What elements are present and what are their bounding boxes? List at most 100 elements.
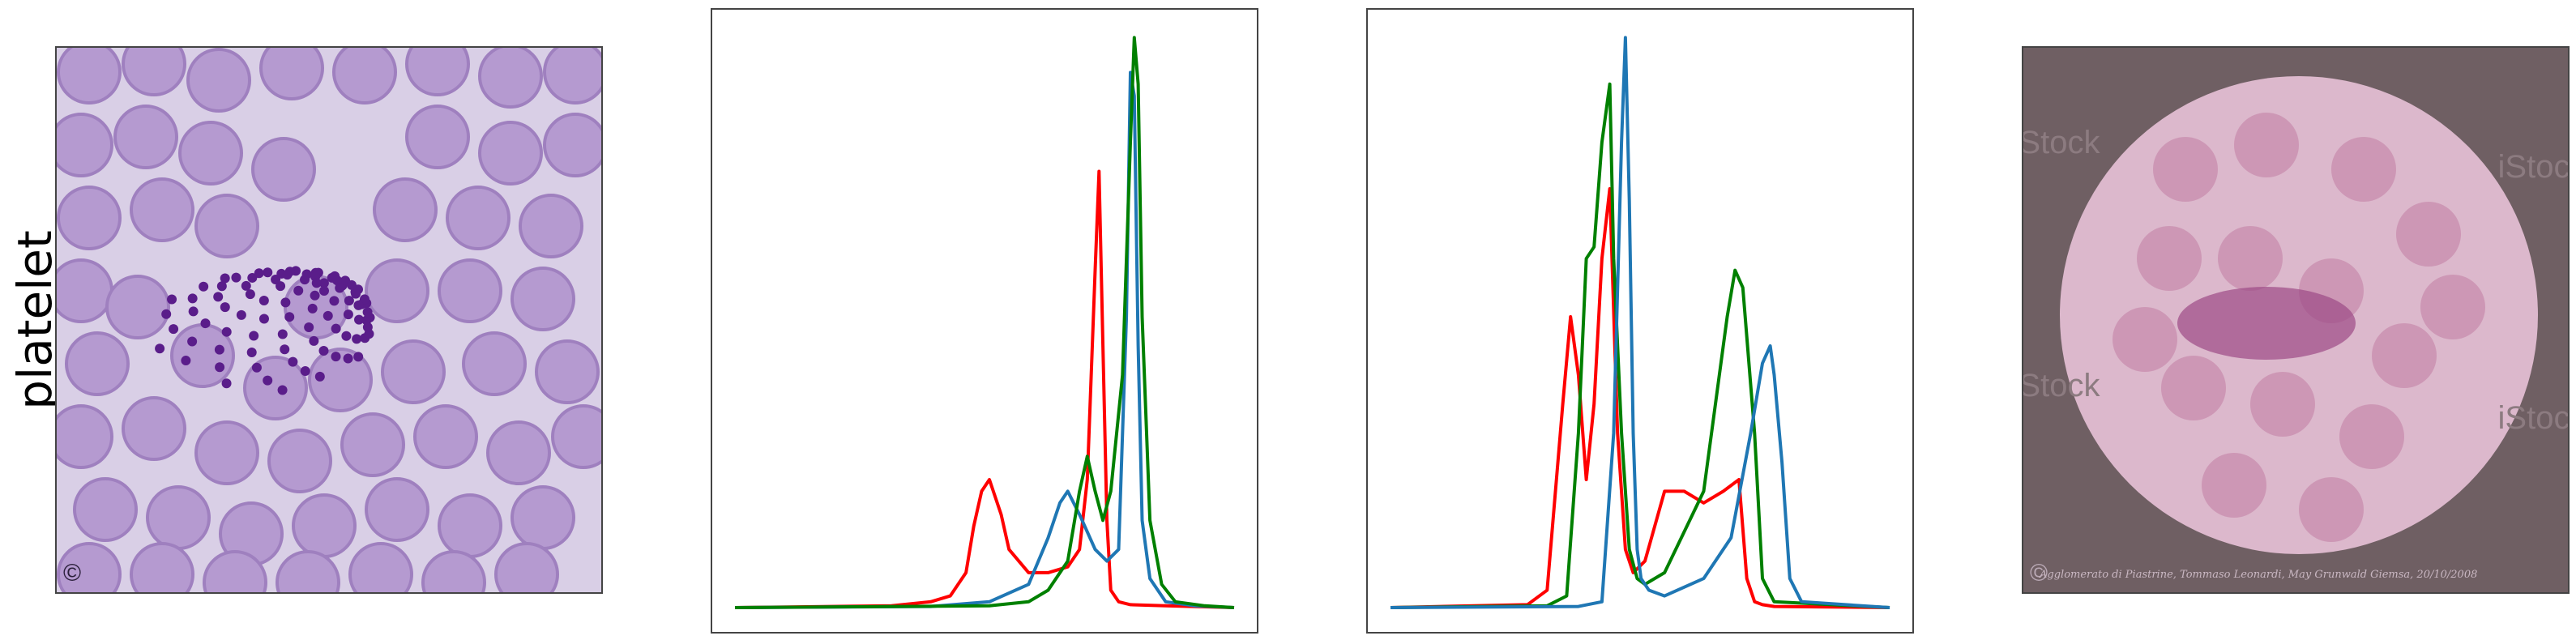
- red-cell: [340, 412, 405, 477]
- red-cell: [446, 186, 511, 250]
- platelet-granule: [314, 371, 325, 382]
- red-cell: [57, 186, 122, 250]
- red-cell: [348, 542, 413, 592]
- series-line-red: [1390, 187, 1890, 609]
- platelet-granule: [263, 375, 273, 386]
- red-cell: [178, 121, 243, 186]
- cell-blur: [2250, 372, 2315, 437]
- platelet-granule: [288, 356, 298, 367]
- platelet-granule: [318, 345, 329, 356]
- platelet-granule: [311, 278, 322, 288]
- series-line-green: [734, 36, 1235, 609]
- red-cell: [405, 48, 470, 96]
- histogram-2-plot: [1390, 36, 1890, 609]
- platelet-granule: [282, 270, 293, 280]
- red-cell: [511, 485, 575, 550]
- platelet-granule: [213, 292, 224, 302]
- red-cell: [130, 177, 194, 242]
- red-cell: [267, 429, 332, 493]
- red-cell: [203, 550, 267, 592]
- cell-blur: [2234, 113, 2299, 177]
- red-cell: [251, 137, 316, 202]
- red-cell: [113, 105, 178, 169]
- image-caption: Agglomerato di Piastrine, Tommaso Leonar…: [2040, 569, 2478, 581]
- histogram-chart-1: [711, 8, 1258, 634]
- platelet-granule: [277, 385, 288, 395]
- platelet-granule: [307, 303, 318, 314]
- red-cell: [478, 121, 543, 186]
- platelet-granule: [187, 336, 198, 347]
- red-cell: [194, 194, 259, 258]
- platelet-granule: [188, 306, 199, 317]
- cell-blur: [2396, 202, 2461, 267]
- red-cell: [65, 331, 130, 396]
- platelet-granule: [344, 296, 354, 306]
- platelet-granule: [221, 326, 232, 337]
- histogram-1-plot: [734, 36, 1235, 609]
- smear-drawing: [57, 48, 601, 592]
- platelet-granule: [215, 362, 225, 373]
- red-cell: [146, 485, 211, 550]
- platelet-granule: [304, 322, 314, 332]
- platelet-granule: [341, 331, 352, 341]
- red-cell: [57, 258, 113, 323]
- platelet-granule: [181, 356, 191, 366]
- platelet-granule: [284, 312, 295, 322]
- platelet-granule: [251, 362, 262, 373]
- red-cell: [421, 550, 486, 592]
- platelet-granule: [187, 293, 198, 304]
- platelet-granule: [309, 335, 319, 346]
- platelet-granule: [362, 322, 373, 332]
- red-cell: [413, 404, 478, 469]
- series-line-blue: [734, 70, 1235, 609]
- red-cell: [405, 105, 470, 169]
- platelet-granule: [258, 314, 269, 324]
- series-line-red: [734, 169, 1235, 609]
- red-cell: [365, 258, 429, 323]
- red-cell: [57, 542, 122, 592]
- red-cell: [543, 113, 601, 177]
- platelet-granule: [246, 348, 257, 358]
- platelet-granule: [220, 302, 230, 313]
- platelet-granule: [155, 343, 165, 354]
- series-line-blue: [1390, 36, 1890, 609]
- platelet-granule: [354, 314, 365, 325]
- platelet-granule: [362, 307, 373, 318]
- platelet-granule: [293, 285, 304, 296]
- platelet-granule: [332, 275, 343, 286]
- red-cell: [57, 113, 113, 177]
- platelet-granule: [352, 334, 362, 344]
- platelet-granule: [161, 309, 172, 319]
- platelet-granule: [351, 288, 361, 299]
- platelet-granule: [167, 294, 177, 305]
- cell-blur: [2218, 226, 2283, 291]
- platelet-granule: [241, 280, 251, 291]
- platelet-granule: [335, 283, 345, 293]
- red-cell: [243, 356, 308, 420]
- red-cell: [259, 48, 324, 100]
- red-cell: [438, 493, 502, 558]
- watermark-text: iStock: [2023, 125, 2100, 160]
- red-cell: [438, 258, 502, 323]
- red-cell: [308, 348, 373, 412]
- red-cell: [186, 48, 251, 113]
- platelet-granule: [220, 273, 230, 284]
- processed-drawing: iStock iStock iStock iStock: [2023, 76, 2568, 554]
- red-cell: [276, 550, 340, 592]
- cell-blur: [2299, 477, 2364, 542]
- red-cell: [511, 267, 575, 331]
- processed-smear-image: iStock iStock iStock iStock © Agglomerato d…: [2022, 46, 2570, 594]
- platelet-granule: [331, 352, 341, 362]
- platelet-granule: [301, 269, 312, 279]
- red-cell: [478, 48, 543, 109]
- platelet-granule: [216, 281, 227, 292]
- histogram-chart-2: [1366, 8, 1914, 634]
- red-cell: [543, 48, 601, 105]
- platelet-granule: [263, 267, 273, 278]
- red-cell: [122, 48, 186, 96]
- platelet-granule: [245, 289, 255, 300]
- cell-blur: [2202, 453, 2266, 518]
- red-cell: [535, 339, 600, 404]
- platelet-granule: [199, 281, 209, 292]
- watermark-text: iStock: [2023, 368, 2100, 403]
